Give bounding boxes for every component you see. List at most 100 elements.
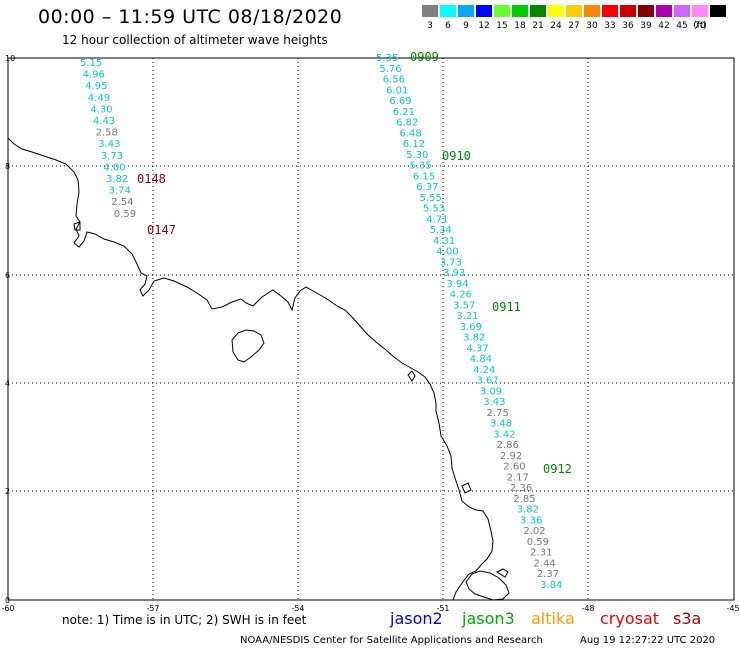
lat-lon-grid [8,58,733,600]
wave-height-value: 3.42 [493,429,515,440]
wave-height-value: 3.36 [520,515,542,526]
x-tick-label: -45 [726,604,739,613]
legend-swatch [620,5,636,17]
legend-swatch [458,5,474,17]
wave-height-value: 6.01 [386,85,408,96]
wave-height-value: 3.73 [440,257,462,268]
legend-label: 6 [445,21,451,31]
wave-height-value: 5.53 [423,204,445,215]
wave-height-value: 4.24 [473,365,495,376]
legend-label: 36 [622,21,634,31]
legend-label: 9 [463,21,469,31]
wave-height-value: 2.02 [523,526,545,537]
legend-label: 30 [586,21,598,31]
wave-height-value: 4.49 [88,93,110,104]
y-tick-label: 8 [5,162,10,171]
wave-height-value: 6.56 [383,75,405,86]
wave-height-value: 2.44 [533,558,555,569]
wave-height-value: 4.00 [436,247,458,258]
legend-label: 45 [676,21,688,31]
legend-label: 33 [604,21,616,31]
wave-height-value: 4.00 [103,162,125,173]
wave-height-value: 6.69 [389,96,411,107]
legend-swatch [512,5,528,17]
wave-height-value: 6.82 [396,118,418,129]
legend-label: 24 [550,21,562,31]
axis-tick-labels: -60 -57 -54 -51 -48 -45 10 8 6 4 2 0 [1,54,739,613]
wave-height-value: 2.54 [111,197,133,208]
wave-height-value: 6.12 [403,139,425,150]
map-frame [7,57,735,601]
x-tick-label: -51 [436,604,449,613]
satellite-jason3: jason3 [462,609,515,628]
wave-height-value: 2.60 [503,462,525,473]
wave-height-value: 2.92 [500,451,522,462]
legend-swatch [584,5,600,17]
wave-height-value: 4.31 [433,236,455,247]
wave-height-value: 2.17 [507,472,529,483]
legend-swatch [548,5,564,17]
legend-swatch [692,5,708,17]
wave-height-value: 3.69 [460,322,482,333]
legend-swatch [494,5,510,17]
wave-height-value: 2.36 [510,483,532,494]
wave-height-value: 3.82 [463,333,485,344]
legend-swatch [440,5,456,17]
wave-height-value: 0.59 [114,209,136,220]
wave-height-value: 3.21 [456,311,478,322]
altimeter-track-right: 5.355.766.566.016.696.216.826.486.125.30… [376,53,562,591]
wave-height-value: 5.34 [430,225,452,236]
wave-height-value: 5.35 [376,53,398,64]
legend-swatch [566,5,582,17]
legend-label: 3 [427,21,433,31]
wave-height-value: 4.96 [83,70,105,81]
y-tick-label: 0 [5,596,10,605]
satellite-altika: altika [531,609,575,628]
wave-height-value: 4.71 [426,214,448,225]
y-tick-label: 6 [5,271,10,280]
satellite-cryosat: cryosat [600,609,660,628]
y-tick-label: 10 [5,54,15,63]
coastline [7,137,510,601]
wave-height-value: 3.94 [446,279,468,290]
wave-height-value: 5.15 [80,58,102,69]
wave-height-value: 2.58 [96,128,118,139]
wave-height-value: 3.82 [517,505,539,516]
wave-height-value: 3.48 [490,419,512,430]
wave-height-value: 4.43 [93,116,115,127]
legend-label: 42 [658,21,670,31]
wave-height-value: 2.75 [487,408,509,419]
wave-height-value: 3.73 [101,151,123,162]
wave-height-value: 3.67 [477,376,499,387]
wave-height-value: 6.15 [413,171,435,182]
wave-height-value: 4.84 [470,354,492,365]
wave-height-value: 5.55 [420,193,442,204]
wave-height-value: 4.26 [450,290,472,301]
satellite-s3a: s3a [673,609,702,628]
wave-height-value: 3.84 [540,580,562,591]
legend-label: 21 [532,21,544,31]
wave-height-value: 3.43 [98,139,120,150]
wave-height-value: 2.31 [530,548,552,559]
satellite-jason2: jason2 [390,609,443,628]
wave-height-value: 0.59 [527,537,549,548]
footnote: note: 1) Time is in UTC; 2) SWH is in fe… [62,613,307,627]
legend-label: 15 [496,21,508,31]
pass-time-0148: 0148 [137,172,166,186]
wave-height-value: 3.93 [443,268,465,279]
legend-swatch [674,5,690,17]
y-tick-label: 4 [5,379,10,388]
chart-subtitle: 12 hour collection of altimeter wave hei… [62,33,328,47]
wave-height-value: 5.76 [379,64,401,75]
legend-swatch [530,5,546,17]
generated-timestamp: Aug 19 12:27:22 UTC 2020 [580,635,716,646]
credit-line: NOAA/NESDIS Center for Satellite Applica… [240,635,543,646]
wave-height-value: 6.48 [399,128,421,139]
x-tick-label: -57 [146,604,159,613]
pass-time-0910: 0910 [442,149,471,163]
legend-unit: (ft) [693,21,707,31]
wave-height-value: 3.43 [483,397,505,408]
chart-title: 00:00 – 11:59 UTC 08/18/2020 [38,6,343,28]
x-tick-label: -60 [1,604,14,613]
